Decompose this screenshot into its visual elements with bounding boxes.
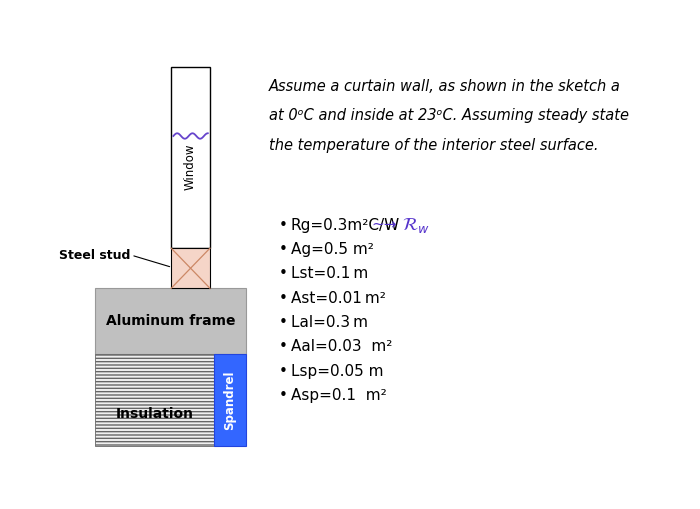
Bar [95,354,214,446]
Text: Insulation: Insulation [116,407,193,421]
Text: Assume a curtain wall, as shown in the sketch a: Assume a curtain wall, as shown in the s… [270,79,621,94]
Text: Aluminum frame: Aluminum frame [106,314,236,328]
Bar [214,354,246,446]
Text: Rg=0.3m²C/W: Rg=0.3m²C/W [291,218,400,233]
Text: at 0ᵒC and inside at 23ᵒC. Assuming steady state: at 0ᵒC and inside at 23ᵒC. Assuming stea… [270,108,629,123]
Text: ∼→: ∼→ [371,217,397,232]
Text: •: • [279,388,288,403]
Text: Spandrel: Spandrel [223,370,237,430]
Text: Ast=0.01 m²: Ast=0.01 m² [291,291,386,306]
Text: •: • [279,315,288,330]
Text: •: • [279,340,288,354]
Text: •: • [279,291,288,306]
Text: •: • [279,242,288,257]
Bar [172,248,210,288]
Text: •: • [279,266,288,281]
Bar [95,288,246,354]
Bar [172,67,210,248]
Text: the temperature of the interior steel surface.: the temperature of the interior steel su… [270,137,598,153]
Text: •: • [279,218,288,233]
Text: Aal=0.03  m²: Aal=0.03 m² [291,340,392,354]
Text: •: • [279,363,288,379]
Text: Steel stud: Steel stud [59,248,130,262]
Text: Asp=0.1  m²: Asp=0.1 m² [291,388,386,403]
Text: Window: Window [184,144,197,190]
Text: Lal=0.3 m: Lal=0.3 m [291,315,368,330]
Text: Lsp=0.05 m: Lsp=0.05 m [291,363,384,379]
Text: $\mathcal{R}_w$: $\mathcal{R}_w$ [402,216,430,235]
Text: Ag=0.5 m²: Ag=0.5 m² [291,242,374,257]
Text: Lst=0.1 m: Lst=0.1 m [291,266,368,281]
